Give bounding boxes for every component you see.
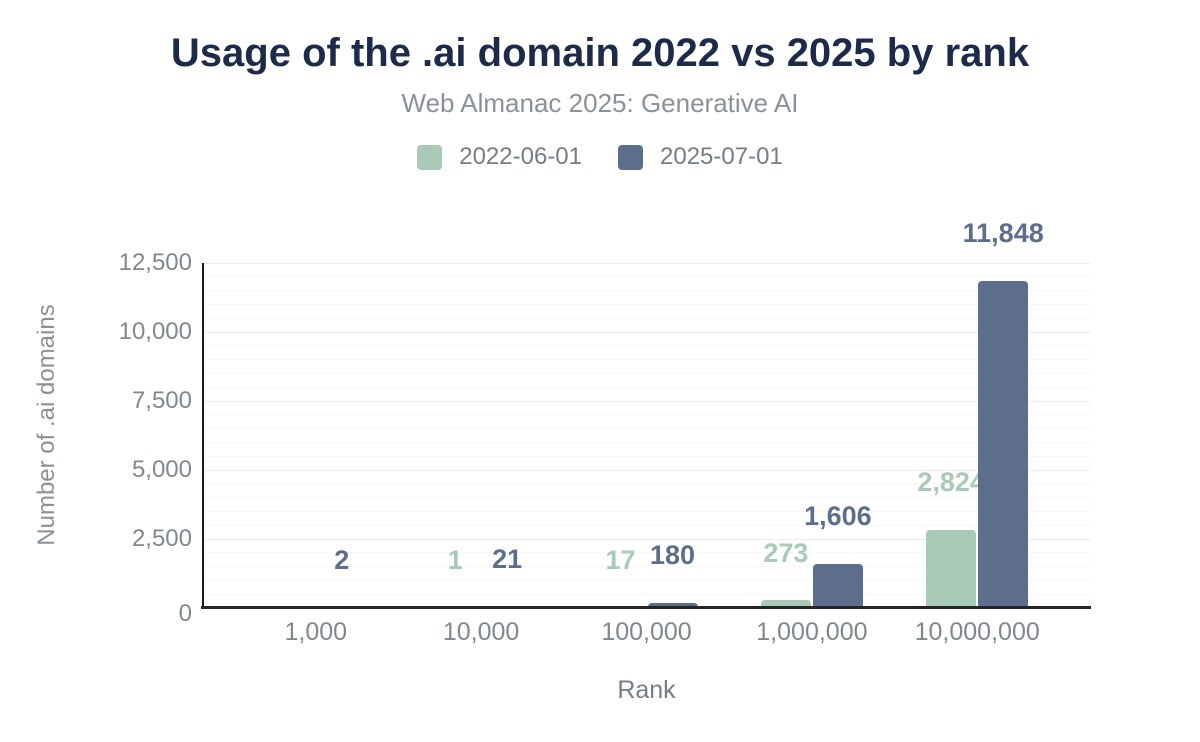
legend-swatch-2022-icon xyxy=(417,144,443,170)
gridline-major xyxy=(204,262,1090,264)
gridline-major xyxy=(204,538,1090,540)
bar-value-label: 273 xyxy=(763,537,809,568)
x-axis-tick-label: 1,000 xyxy=(284,618,348,646)
bar-value-label: 17 xyxy=(605,544,636,575)
gridline-minor xyxy=(204,510,1090,512)
gridline-minor xyxy=(204,290,1090,292)
x-axis-title: Rank xyxy=(617,676,676,704)
gridline-minor xyxy=(204,345,1090,347)
legend-item-2022: 2022-06-01 xyxy=(417,143,582,170)
x-axis-tick-label: 1,000,000 xyxy=(756,618,868,646)
gridline-major xyxy=(204,331,1090,333)
gridline-major xyxy=(204,400,1090,402)
bar-value-label: 1 xyxy=(447,545,463,575)
gridline-minor xyxy=(204,524,1090,526)
gridline-minor xyxy=(204,552,1090,554)
bar-2025-07-01-rank-100,000 xyxy=(647,603,698,608)
gridline-minor xyxy=(204,317,1090,319)
gridline-minor xyxy=(204,276,1090,278)
gridline-minor xyxy=(204,303,1090,305)
bar-value-label: 180 xyxy=(649,540,696,570)
bar-2025-07-01-rank-10,000,000 xyxy=(978,281,1029,608)
chart-subtitle: Web Almanac 2025: Generative AI xyxy=(401,88,799,118)
gridline-minor xyxy=(204,441,1090,443)
gridline-minor xyxy=(204,566,1090,568)
y-axis-tick-label: 2,500 xyxy=(131,525,192,552)
y-axis-tick-label: 10,000 xyxy=(118,318,192,345)
bar-2022-06-01-rank-1,000,000 xyxy=(760,600,811,608)
gridline-minor xyxy=(204,372,1090,374)
gridline-minor xyxy=(204,483,1090,485)
gridline-major xyxy=(204,469,1090,471)
gridline-minor xyxy=(204,428,1090,430)
y-axis-tick-label: 7,500 xyxy=(131,387,192,414)
bar-2025-07-01-rank-1,000,000 xyxy=(812,563,863,608)
gridline-minor xyxy=(204,497,1090,499)
legend-label-2025: 2025-07-01 xyxy=(660,143,783,170)
bar-value-label: 21 xyxy=(492,544,523,575)
legend-item-2025: 2025-07-01 xyxy=(618,143,783,170)
y-axis-tick-label: 5,000 xyxy=(131,456,192,483)
bar-value-label: 1,606 xyxy=(804,500,872,531)
gridline-minor xyxy=(204,593,1090,595)
y-axis-tick-label: 0 xyxy=(178,600,192,627)
x-axis-tick-label: 10,000 xyxy=(442,618,520,646)
x-axis-line xyxy=(201,606,1091,609)
legend-swatch-2025-icon xyxy=(618,144,643,170)
gridline-minor xyxy=(204,359,1090,361)
gridline-minor xyxy=(204,455,1090,457)
gridline-minor xyxy=(204,414,1090,416)
x-axis-tick-label: 100,000 xyxy=(601,618,692,646)
legend: 2022-06-01 2025-07-01 xyxy=(0,143,1200,171)
bar-value-label: 11,848 xyxy=(962,218,1044,248)
y-axis-title: Number of .ai domains xyxy=(33,304,60,546)
y-axis-tick-label: 12,500 xyxy=(118,249,192,276)
bar-2022-06-01-rank-10,000,000 xyxy=(926,530,977,608)
gridline-minor xyxy=(204,386,1090,388)
gridline-minor xyxy=(204,579,1090,581)
bar-value-label: 2,824 xyxy=(917,467,985,498)
chart-title: Usage of the .ai domain 2022 vs 2025 by … xyxy=(170,31,1030,75)
legend-label-2022: 2022-06-01 xyxy=(459,143,582,170)
bar-value-label: 2 xyxy=(334,544,350,575)
y-axis-line xyxy=(202,263,204,608)
x-axis-tick-label: 10,000,000 xyxy=(914,618,1040,646)
